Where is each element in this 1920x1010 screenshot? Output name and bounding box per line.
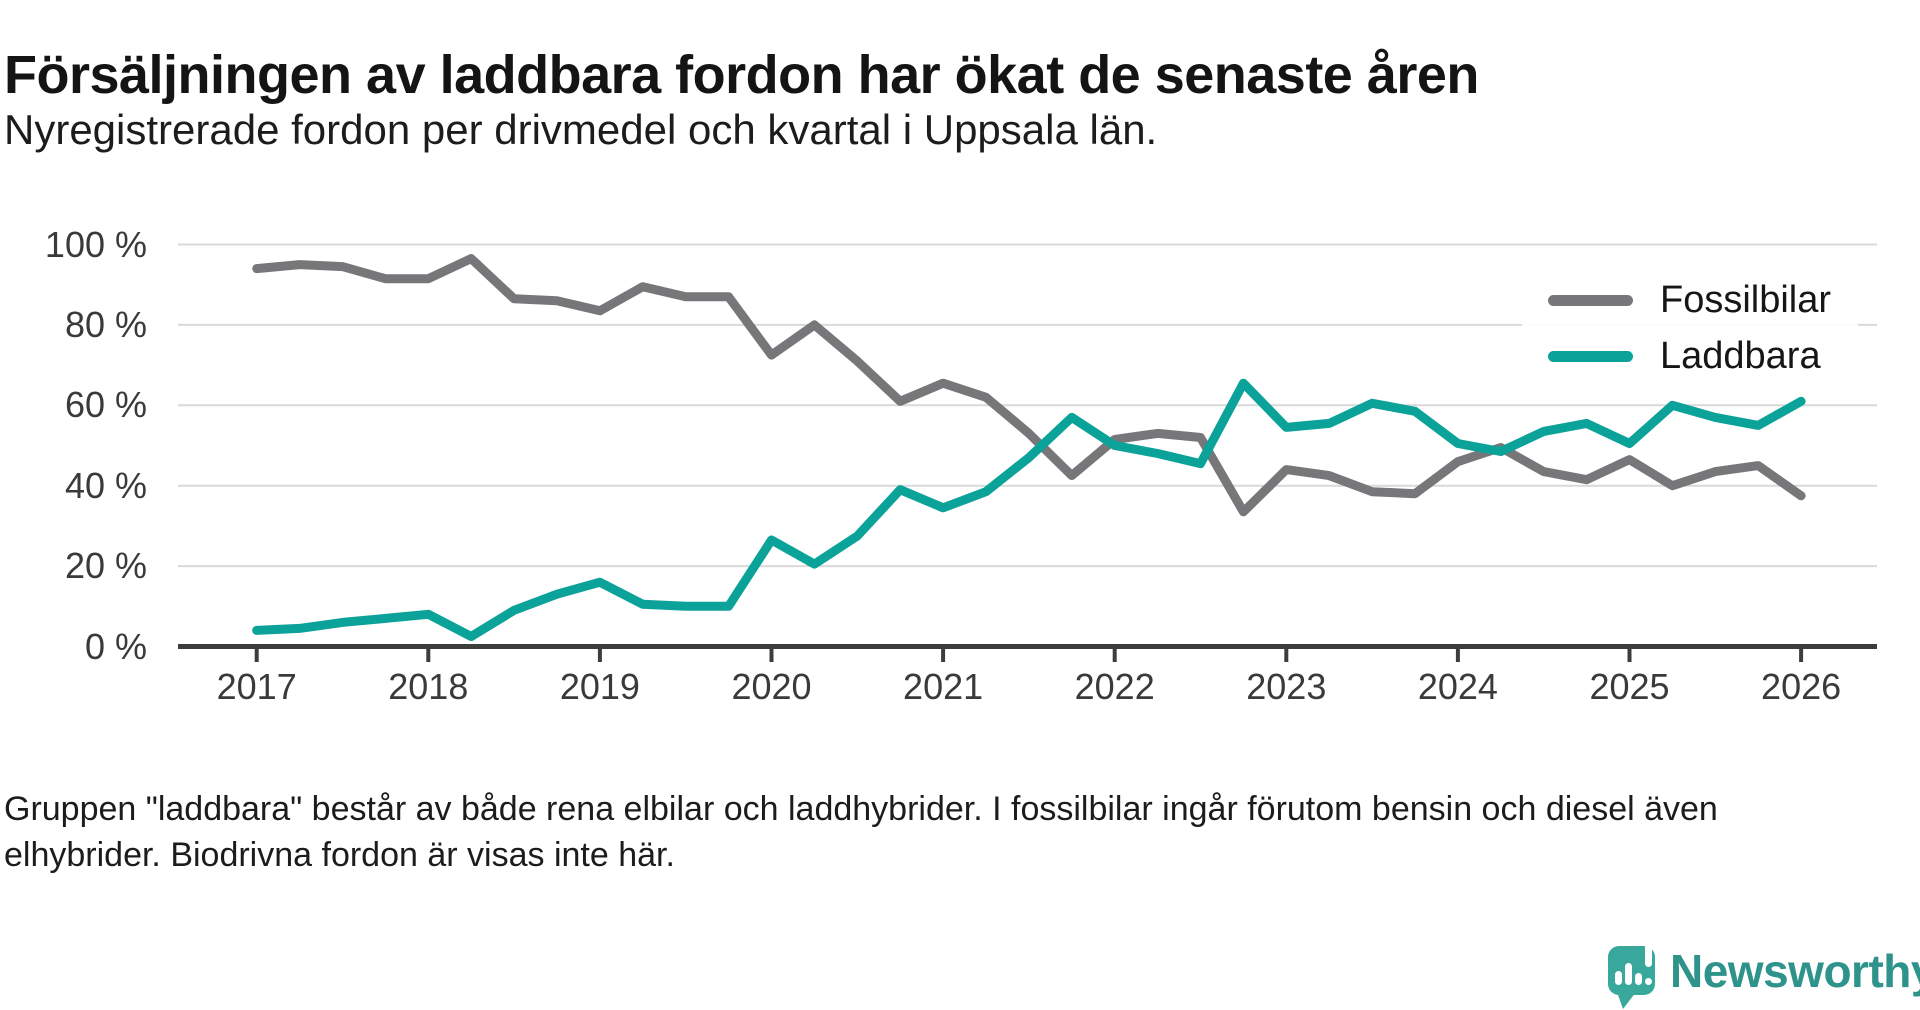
x-tick-label: 2023 bbox=[1246, 666, 1327, 707]
x-tick-label: 2024 bbox=[1417, 666, 1498, 707]
y-tick-label: 80 % bbox=[64, 303, 147, 345]
x-tick-label: 2018 bbox=[388, 666, 469, 707]
y-tick-label: 0 % bbox=[84, 625, 147, 667]
x-tick-label: 2021 bbox=[903, 666, 984, 707]
newsworthy-wordmark: Newsworthy bbox=[1670, 945, 1920, 997]
x-tick-label: 2020 bbox=[731, 666, 812, 707]
y-tick-label: 40 % bbox=[64, 464, 147, 506]
fossilbilar-line-swatch bbox=[1548, 294, 1633, 306]
laddbara-line-swatch bbox=[1548, 350, 1633, 362]
x-axis-tick-marks bbox=[254, 646, 1804, 662]
y-tick-label: 20 % bbox=[64, 545, 147, 587]
x-tick-label: 2025 bbox=[1589, 666, 1670, 707]
x-tick-label: 2026 bbox=[1761, 666, 1842, 707]
chart-title: Försäljningen av laddbara fordon har öka… bbox=[4, 45, 1479, 106]
legend-label-laddbara: Laddbara bbox=[1660, 334, 1821, 377]
y-tick-label: 60 % bbox=[64, 384, 147, 426]
x-tick-label: 2019 bbox=[559, 666, 640, 707]
legend-backdrop bbox=[1522, 266, 1858, 384]
newsworthy-logo: Newsworthy bbox=[1600, 930, 1920, 1010]
x-tick-label: 2017 bbox=[216, 666, 297, 707]
fossilbilar-line bbox=[252, 254, 1806, 517]
newsworthy-icon bbox=[1608, 936, 1655, 1009]
legend-label-fossilbilar: Fossilbilar bbox=[1660, 278, 1832, 321]
footnote: Gruppen "laddbara" består av både rena e… bbox=[4, 790, 1718, 874]
x-tick-label: 2022 bbox=[1074, 666, 1155, 707]
laddbara-line bbox=[252, 378, 1806, 641]
chart-subtitle: Nyregistrerade fordon per drivmedel och … bbox=[4, 106, 1158, 153]
y-tick-label: 100 % bbox=[44, 223, 147, 265]
legend-item-laddbara: Laddbara bbox=[1548, 333, 1821, 379]
legend-item-fossilbilar: Fossilbilar bbox=[1548, 277, 1831, 323]
